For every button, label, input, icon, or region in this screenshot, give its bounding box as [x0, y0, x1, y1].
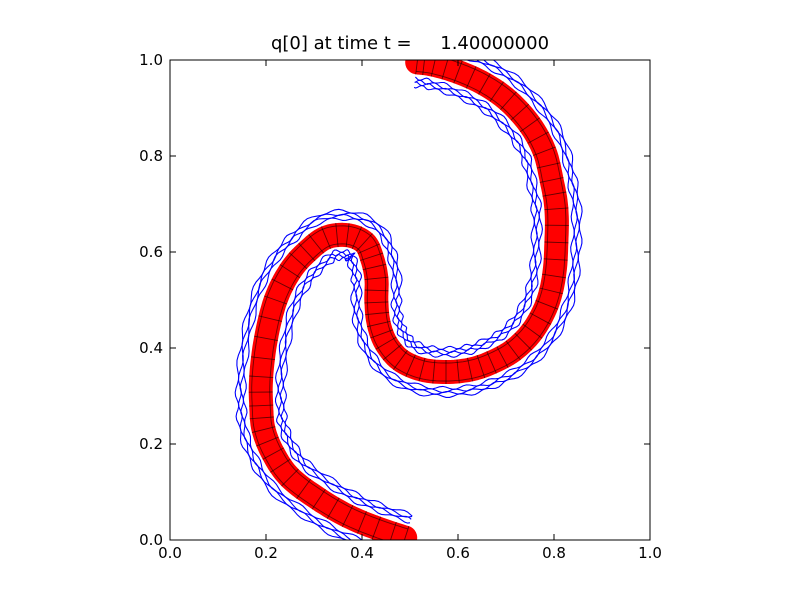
y-tick-label: 0.8 [139, 147, 163, 165]
mesh-cross-edge [357, 243, 380, 254]
mesh-cross-edge [298, 242, 316, 262]
mesh-cross-edge [522, 323, 543, 339]
mesh-cross-edge [486, 351, 497, 374]
mesh-cross-edge [249, 404, 274, 407]
mesh-cross-edge [476, 355, 486, 379]
mesh-cross-edge [362, 263, 387, 271]
mesh-cross-edge [432, 359, 436, 384]
mesh-cross-edge [535, 299, 559, 310]
mesh-cross-edge [249, 416, 274, 420]
mesh-cross-edge [496, 346, 509, 368]
mesh-cross-edge [542, 191, 567, 197]
contour-line [274, 60, 575, 524]
mesh-cross-edge [365, 311, 390, 316]
mesh-cross-edge [382, 344, 402, 361]
mesh-cross-edge [308, 234, 324, 254]
mesh-cross-edge [519, 117, 541, 133]
mesh-cross-edge [288, 252, 308, 270]
mesh-cross-edge [527, 131, 549, 144]
mesh-cross-edge [360, 252, 384, 261]
x-tick-label: 0.4 [350, 544, 374, 562]
mesh-cross-edge [489, 81, 504, 102]
mesh-cross-edge [256, 436, 279, 447]
mesh-cross-edge [341, 505, 354, 527]
axes: 0.0 0.2 0.4 0.6 0.8 1.0 0.0 0.2 0.4 0.6 0.8 1.0 [139, 51, 662, 562]
mesh-cross-edge [335, 223, 339, 248]
mesh-cross-edge [270, 458, 291, 473]
mesh-cross-edge [279, 264, 301, 279]
mesh-cross-edge [403, 526, 410, 540]
x-tick-label: 1.0 [638, 544, 662, 562]
mesh-cross-edge [366, 320, 391, 328]
contour-line [242, 76, 543, 540]
mesh-cross-edge [320, 226, 332, 249]
mesh-cross-edge [371, 516, 382, 540]
mesh-cross-edge [251, 356, 275, 361]
x-tick-label: 0.8 [542, 544, 566, 562]
mesh-cross-edge [364, 276, 389, 281]
plot-frame [169, 59, 651, 541]
mesh-cross-edge [465, 66, 477, 89]
y-tick-label: 1.0 [139, 51, 163, 69]
contour-line [279, 60, 580, 518]
mesh-cross-edge [418, 357, 426, 382]
x-tick-label: 0.2 [254, 544, 278, 562]
x-tick-label: 0.0 [158, 544, 182, 562]
mesh-cross-edge [326, 497, 340, 519]
mesh-cross-edge [264, 295, 288, 305]
mesh-cross-edge [529, 312, 552, 325]
mesh-cross-edge [505, 340, 521, 361]
mesh-cross-edge [254, 335, 278, 342]
mesh-cross-edge [544, 241, 569, 244]
y-tick-label: 0.4 [139, 339, 163, 357]
mesh-cross-edge [542, 273, 566, 279]
mesh-cross-edge [390, 521, 397, 540]
contour-line [282, 60, 583, 517]
mesh-cross-edge [392, 350, 408, 370]
mesh-cross-edge [456, 359, 460, 384]
mesh-cross-edge [364, 289, 389, 292]
y-tick-label: 0.6 [139, 243, 163, 261]
mesh-cross-edge [251, 426, 276, 433]
mesh-cross-edge [296, 478, 312, 499]
mesh-cross-edge [271, 278, 294, 291]
mesh-cross-edge [500, 91, 517, 111]
mesh-cross-edge [453, 60, 463, 84]
mesh-cross-edge [478, 73, 491, 95]
mesh-cross-edge [539, 287, 563, 295]
mesh-cross-edge [355, 233, 373, 252]
mesh-cross-edge [510, 103, 530, 121]
mesh-cross-edge [467, 357, 473, 382]
mesh-cross-edge [430, 60, 436, 77]
mesh-cross-edge [262, 447, 284, 460]
mesh-cross-edge [364, 301, 389, 304]
mesh-cross-edge [536, 162, 561, 169]
mesh-cross-edge [422, 60, 425, 76]
mesh-cross-edge [375, 336, 397, 350]
mesh-cross-edge [351, 226, 363, 249]
y-tick-label: 0.2 [139, 435, 163, 453]
mesh-cross-edge [544, 207, 569, 211]
contour-line [237, 81, 538, 540]
plot-area [234, 60, 583, 540]
contour-line [234, 84, 535, 540]
mesh-cross-edge [345, 223, 350, 248]
mesh-cross-edge [405, 354, 416, 377]
mesh-cross-edge [357, 511, 367, 534]
mesh-cross-edge [514, 332, 533, 351]
mesh-cross-edge [539, 177, 564, 183]
y-tick-label: 0.0 [139, 531, 163, 549]
chart-title: q[0] at time t = 1.40000000 [271, 33, 549, 54]
mesh-cross-edge [543, 258, 568, 261]
mesh-cross-edge [258, 315, 283, 322]
mesh-cross-edge [415, 60, 418, 75]
mesh-cross-edge [249, 375, 274, 379]
mesh-cross-edge [533, 146, 556, 156]
mesh-cross-edge [311, 488, 326, 510]
x-tick-label: 0.6 [446, 544, 470, 562]
mesh-cross-edge [281, 468, 299, 487]
mesh-cross-edge [370, 329, 394, 339]
